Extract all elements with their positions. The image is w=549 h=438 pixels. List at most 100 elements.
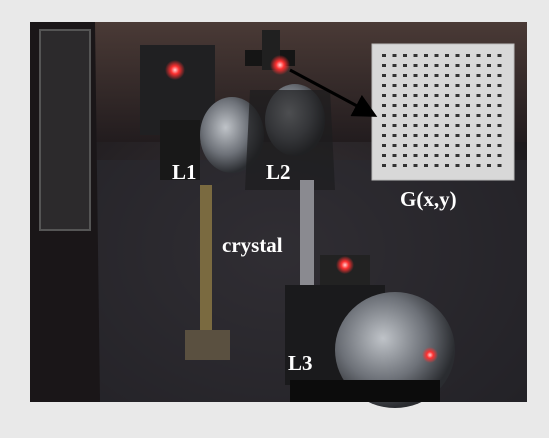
grid-dot (403, 54, 407, 57)
grid-dot (414, 144, 418, 147)
grid-dot (414, 154, 418, 157)
grid-dot (414, 124, 418, 127)
grid-dot (456, 64, 460, 67)
grid-dot (477, 104, 481, 107)
grid-dot (487, 114, 491, 117)
grid-dot (477, 94, 481, 97)
grid-dot (424, 64, 428, 67)
grid-dot (382, 74, 386, 77)
grid-dot (424, 144, 428, 147)
grid-dot (466, 134, 470, 137)
grid-dot (435, 134, 439, 137)
grid-dot (445, 84, 449, 87)
grid-dot (477, 144, 481, 147)
grid-dot (445, 144, 449, 147)
grid-dot (414, 74, 418, 77)
grid-dot (435, 64, 439, 67)
grid-dot (466, 94, 470, 97)
grid-dot (498, 94, 502, 97)
grid-dot (477, 74, 481, 77)
grid-dot (498, 154, 502, 157)
grid-dot (382, 134, 386, 137)
grid-dot (466, 64, 470, 67)
grid-dot (435, 114, 439, 117)
grid-dot (393, 134, 397, 137)
grid-dot (466, 104, 470, 107)
grid-dot (414, 64, 418, 67)
grid-dot (393, 154, 397, 157)
grid-dot (487, 154, 491, 157)
grid-dot (466, 154, 470, 157)
grid-dot (445, 54, 449, 57)
grid-dot (414, 104, 418, 107)
grid-dot (382, 114, 386, 117)
grid-dot (498, 54, 502, 57)
grid-dot (466, 114, 470, 117)
grid-dot (435, 104, 439, 107)
grid-dot (445, 104, 449, 107)
grid-dot (393, 104, 397, 107)
grid-dot (466, 84, 470, 87)
grid-dot (477, 164, 481, 167)
grid-dot (466, 144, 470, 147)
grid-dot (382, 124, 386, 127)
grid-dot (403, 94, 407, 97)
screenshot: L1 L2 crystal L3 G(x,y) (0, 0, 549, 438)
grid-pattern (372, 44, 514, 180)
grid-dot (445, 64, 449, 67)
grid-dot (477, 54, 481, 57)
grid-dot (456, 74, 460, 77)
grid-dot (424, 134, 428, 137)
grid-dot (487, 74, 491, 77)
grid-dot (424, 54, 428, 57)
grid-dot (466, 74, 470, 77)
grid-dot (393, 64, 397, 67)
grid-dot (435, 54, 439, 57)
grid-dot (424, 74, 428, 77)
label-l3: L3 (288, 351, 313, 375)
grid-dot (487, 104, 491, 107)
label-l2: L2 (266, 160, 291, 184)
grid-dot (477, 84, 481, 87)
grid-dot (466, 164, 470, 167)
grid-dot (477, 134, 481, 137)
label-l1: L1 (172, 160, 197, 184)
grid-dot (403, 154, 407, 157)
grid-dot (435, 94, 439, 97)
grid-dot (382, 94, 386, 97)
grid-dot (435, 124, 439, 127)
grid-dot (466, 54, 470, 57)
grid-dot (414, 114, 418, 117)
grid-dot (414, 94, 418, 97)
grid-dot (424, 104, 428, 107)
grid-dot (403, 114, 407, 117)
grid-dot (403, 134, 407, 137)
grid-dot (403, 74, 407, 77)
grid-dot (487, 94, 491, 97)
grid-dot (435, 84, 439, 87)
grid-dot (435, 144, 439, 147)
grid-dot (498, 144, 502, 147)
grid-dot (435, 154, 439, 157)
grid-dot (424, 94, 428, 97)
grid-dot (403, 84, 407, 87)
grid-dot (487, 124, 491, 127)
grid-dot (456, 114, 460, 117)
grid-dot (393, 74, 397, 77)
grid-dot (393, 54, 397, 57)
grid-dot (424, 84, 428, 87)
grid-dot (424, 154, 428, 157)
grid-dot (487, 134, 491, 137)
grid-dot (382, 104, 386, 107)
grid-dot (445, 114, 449, 117)
grid-dot (403, 104, 407, 107)
grid-dot (403, 124, 407, 127)
grid-dot (382, 154, 386, 157)
grid-dot (414, 164, 418, 167)
grid-dot (487, 144, 491, 147)
grid-dot (498, 114, 502, 117)
grid-dot (456, 144, 460, 147)
grid-dot (456, 164, 460, 167)
grid-dot (424, 124, 428, 127)
grid-dot (498, 64, 502, 67)
